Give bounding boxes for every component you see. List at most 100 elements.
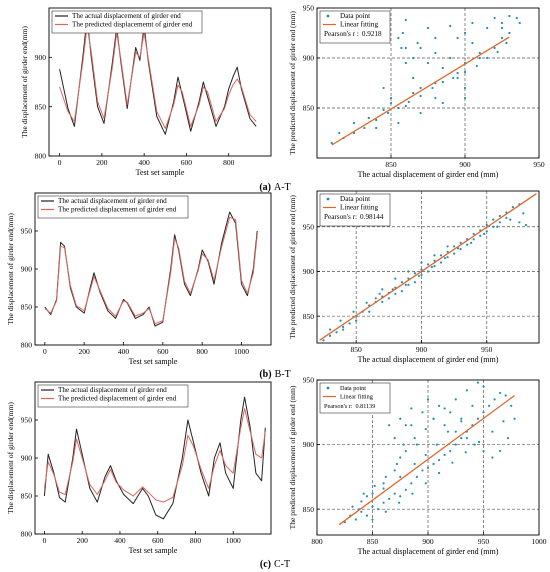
- x-tick-label: 850: [367, 537, 379, 546]
- y-tick-label: 950: [21, 416, 33, 425]
- data-point: [486, 26, 489, 30]
- y-axis-title: The displacement of girder end(mm): [6, 213, 15, 325]
- x-tick-label: 400: [139, 158, 151, 167]
- data-point: [335, 331, 338, 334]
- data-point: [373, 484, 376, 488]
- data-point: [388, 424, 391, 427]
- data-point: [449, 411, 452, 414]
- data-point: [389, 96, 393, 100]
- data-point: [524, 223, 528, 227]
- y-axis-title: The predicted displacement of girder end…: [288, 385, 297, 529]
- data-point: [426, 26, 430, 30]
- data-point: [449, 449, 452, 453]
- data-point: [342, 328, 345, 331]
- data-point: [424, 427, 427, 431]
- x-tick-label: 0: [43, 536, 47, 545]
- legend-box: [319, 10, 391, 44]
- legend-label: Linear fitting: [340, 204, 379, 212]
- data-point: [435, 443, 438, 446]
- y-tick-label: 850: [303, 312, 315, 321]
- data-point: [518, 221, 521, 224]
- panel-caption: (c) C-T: [260, 559, 290, 570]
- data-point: [493, 46, 496, 50]
- data-point: [459, 241, 462, 244]
- legend-label: Linear fitting: [340, 21, 379, 29]
- x-tick-label: 900: [459, 160, 471, 169]
- data-point: [491, 456, 494, 459]
- data-point: [421, 411, 424, 414]
- data-point: [352, 310, 355, 313]
- data-point: [430, 265, 434, 269]
- legend-label: The actual displacement of girder end: [58, 386, 167, 394]
- pearson-annotation: Pearson's r: 0.81139: [324, 403, 375, 410]
- data-point: [376, 508, 380, 511]
- data-point: [363, 126, 366, 130]
- legend-point-symbol: [326, 386, 330, 390]
- data-point: [504, 394, 507, 397]
- data-point: [476, 417, 480, 420]
- x-tick-label: 600: [157, 347, 169, 356]
- data-point: [485, 223, 488, 227]
- y-tick-label: 950: [303, 376, 315, 385]
- panel-caption-label: (c): [260, 559, 271, 570]
- x-tick-label: 800: [190, 536, 202, 545]
- data-point: [518, 21, 521, 25]
- data-point: [454, 443, 457, 446]
- data-point: [416, 41, 419, 45]
- data-point: [454, 398, 457, 401]
- data-point: [472, 232, 475, 236]
- legend-box: [51, 10, 203, 34]
- data-point: [513, 417, 516, 420]
- data-point: [478, 51, 481, 55]
- data-point: [368, 310, 371, 313]
- data-point: [360, 510, 363, 513]
- data-point: [443, 453, 446, 457]
- x-tick-label: 600: [181, 158, 193, 167]
- pearson-label: Pearson's r :: [324, 30, 359, 38]
- data-point: [446, 245, 449, 248]
- data-point: [400, 281, 403, 284]
- legend-label: Data point: [340, 385, 366, 392]
- data-point: [394, 277, 397, 280]
- data-point: [407, 270, 410, 273]
- pearson-annotation: Pearson's r :0.9218: [324, 30, 382, 38]
- data-point: [478, 56, 481, 60]
- data-point: [375, 118, 378, 122]
- x-tick-label: 900: [422, 537, 434, 546]
- data-point: [449, 24, 452, 28]
- predicted-series-line: [59, 25, 257, 129]
- data-point: [426, 466, 430, 469]
- data-point: [398, 501, 401, 504]
- data-point: [389, 101, 393, 105]
- legend-box: [319, 193, 391, 227]
- data-point: [424, 453, 427, 457]
- data-point: [499, 449, 502, 453]
- y-tick-label: 900: [303, 54, 315, 63]
- legend-label: The predicted displacement of girder end: [58, 206, 177, 214]
- data-point: [454, 430, 457, 433]
- legend-label: The predicted displacement of girder end: [58, 395, 177, 403]
- data-point: [426, 270, 430, 273]
- linear-fit-line: [319, 193, 537, 341]
- y-tick-label: 950: [303, 222, 315, 231]
- data-point: [399, 495, 402, 498]
- panel-caption-text: A-T: [274, 182, 291, 193]
- data-point: [419, 111, 422, 115]
- chart-a-line: 0 200 400 600 800 800 850 900 Test set sample The…: [20, 7, 272, 177]
- plot-frame: [316, 190, 540, 344]
- data-point: [387, 297, 390, 300]
- y-tick-label: 850: [303, 505, 315, 514]
- data-point: [486, 56, 489, 60]
- data-point: [375, 126, 378, 130]
- y-tick-label: 800: [21, 530, 33, 539]
- data-point: [431, 86, 434, 90]
- data-point: [393, 437, 396, 440]
- pearson-label: Pearson's r:: [324, 213, 357, 221]
- data-point: [417, 274, 420, 278]
- data-point: [441, 101, 444, 105]
- data-point: [482, 449, 485, 453]
- data-point: [339, 319, 342, 322]
- data-point: [404, 46, 407, 50]
- data-point: [404, 488, 407, 491]
